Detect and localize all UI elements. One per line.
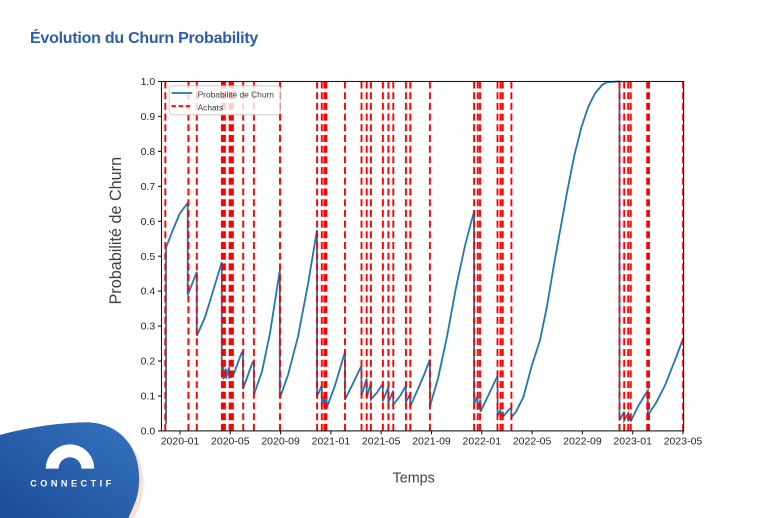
svg-text:0.5: 0.5 bbox=[141, 251, 156, 263]
svg-text:2020-05: 2020-05 bbox=[211, 436, 250, 448]
svg-text:0.6: 0.6 bbox=[141, 216, 156, 228]
svg-text:2023-01: 2023-01 bbox=[613, 436, 652, 448]
svg-text:0.0: 0.0 bbox=[141, 426, 156, 438]
svg-text:2020-01: 2020-01 bbox=[161, 436, 200, 448]
svg-text:0.9: 0.9 bbox=[141, 111, 156, 123]
svg-text:2021-01: 2021-01 bbox=[312, 436, 351, 448]
svg-text:CONNECTIF: CONNECTIF bbox=[30, 478, 115, 488]
svg-text:1.0: 1.0 bbox=[141, 76, 156, 88]
svg-text:2023-05: 2023-05 bbox=[664, 436, 703, 448]
svg-text:0.8: 0.8 bbox=[141, 146, 156, 158]
svg-text:Achats: Achats bbox=[198, 102, 224, 112]
svg-text:2020-09: 2020-09 bbox=[261, 436, 300, 448]
svg-text:2022-09: 2022-09 bbox=[563, 436, 602, 448]
svg-text:0.4: 0.4 bbox=[141, 286, 156, 298]
svg-text:0.7: 0.7 bbox=[141, 181, 156, 193]
svg-text:2021-09: 2021-09 bbox=[412, 436, 451, 448]
svg-text:0.1: 0.1 bbox=[141, 391, 156, 403]
svg-text:0.2: 0.2 bbox=[141, 356, 156, 368]
svg-text:2022-05: 2022-05 bbox=[513, 436, 552, 448]
svg-text:Probabilité de Churn: Probabilité de Churn bbox=[107, 157, 125, 305]
svg-text:2022-01: 2022-01 bbox=[463, 436, 502, 448]
svg-text:0.3: 0.3 bbox=[141, 321, 156, 333]
svg-text:Temps: Temps bbox=[393, 470, 435, 486]
svg-text:Probabilité de Churn: Probabilité de Churn bbox=[198, 89, 275, 99]
svg-text:2021-05: 2021-05 bbox=[362, 436, 401, 448]
